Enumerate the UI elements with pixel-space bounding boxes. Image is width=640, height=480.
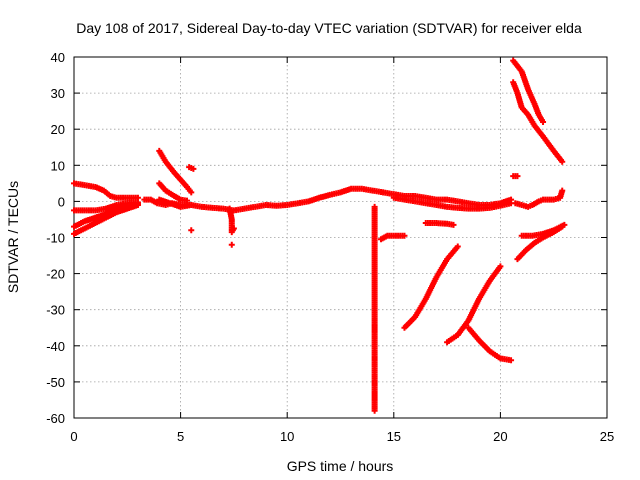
data-series [71,57,568,414]
series-seg-15 [378,232,408,243]
chart-title: Day 108 of 2017, Sidereal Day-to-day VTE… [76,20,582,36]
data-point [508,357,515,364]
data-point [228,241,235,248]
data-point [454,243,461,250]
series-fall-1 [465,324,515,364]
series-arc-2 [156,180,190,204]
y-tick-label: -30 [46,303,65,318]
y-tick-label: 0 [58,194,65,209]
series-high-2 [510,79,566,165]
data-point [540,118,547,125]
series-dot-a [186,164,197,172]
x-axis-label: GPS time / hours [287,458,394,474]
x-tick-label: 5 [177,429,184,444]
series-spike-20-7 [510,173,521,180]
data-point [559,223,566,230]
data-point [371,407,378,414]
axis-ticks: 0 5 10 15 20 25 -60 -50 -40 -30 -20 -10 0 10 20 30 40 [46,50,614,444]
data-point [514,173,521,180]
x-tick-label: 20 [493,429,507,444]
series-rise-1 [401,243,461,331]
series-dot-b [188,227,195,234]
y-tick-label: -60 [46,411,65,426]
y-tick-label: 10 [51,158,65,173]
series-dip-7 [226,205,237,236]
series-late-1 [512,187,566,210]
data-point [450,221,457,228]
y-tick-label: 20 [51,122,65,137]
y-tick-label: 40 [51,50,65,65]
series-outlier-14 [371,203,378,414]
series-late-3 [514,223,566,263]
data-point [559,187,566,194]
y-tick-label: -20 [46,267,65,282]
series-rise-2 [444,263,504,346]
data-point [134,201,141,208]
series-dot-c [228,241,235,248]
series-arc-3 [156,196,195,210]
series-high-1 [510,57,547,125]
y-tick-label: -50 [46,375,65,390]
data-point [188,189,195,196]
y-tick-label: -40 [46,339,65,354]
series-seg-17 [422,220,457,228]
data-point [190,165,197,172]
series-arc-1 [156,147,195,196]
x-tick-label: 15 [387,429,401,444]
y-tick-label: 30 [51,86,65,101]
y-axis-label: SDTVAR / TECUs [5,181,21,293]
data-point [401,232,408,239]
data-point [183,197,190,204]
data-point [188,202,195,209]
data-point [559,158,566,165]
data-point [188,227,195,234]
x-tick-label: 10 [280,429,294,444]
y-tick-label: -10 [46,231,65,246]
series-early-high [71,180,141,201]
data-point [230,225,237,232]
plot-frame [73,56,608,419]
x-tick-label: 25 [600,429,614,444]
x-tick-label: 0 [70,429,77,444]
series-early-low-2 [71,201,141,230]
data-point [497,263,504,270]
